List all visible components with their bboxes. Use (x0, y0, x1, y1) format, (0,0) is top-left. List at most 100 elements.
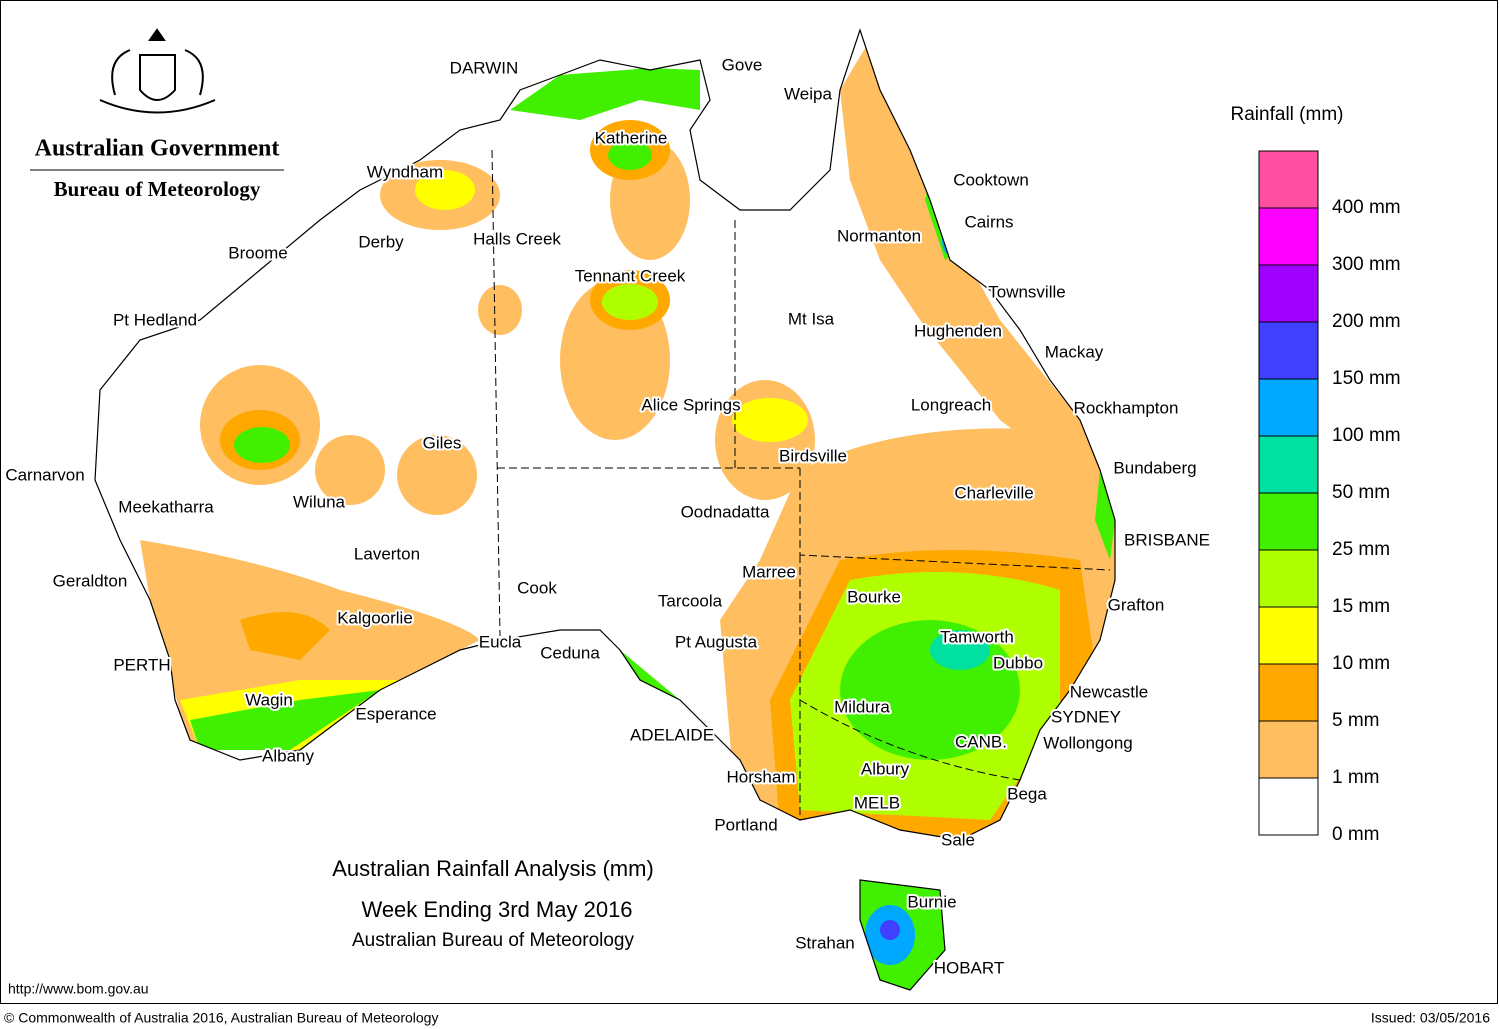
legend: 400 mm 300 mm 200 mm 150 mm 100 mm 50 mm 25 mm… (1258, 150, 1401, 845)
legend-label: 150 mm (1332, 368, 1401, 389)
city-label: Tamworth (940, 627, 1014, 646)
legend-swatch (1258, 777, 1319, 836)
city-label: CANB. (955, 732, 1007, 751)
legend-label: 5 mm (1332, 710, 1380, 731)
city-label: ADELAIDE (630, 725, 714, 744)
city-label: Wagin (245, 690, 293, 709)
city-label: Carnarvon (5, 465, 84, 484)
city-label: Bundaberg (1113, 458, 1196, 477)
legend-swatch (1258, 549, 1319, 608)
bureau-title: Bureau of Meteorology (54, 177, 261, 201)
city-label: Gove (722, 55, 763, 74)
city-label: Townsville (988, 282, 1065, 301)
legend-label: 15 mm (1332, 596, 1390, 617)
city-label: Eucla (479, 632, 522, 651)
city-label: Bega (1007, 784, 1047, 803)
city-label: Hughenden (914, 321, 1002, 340)
city-label: DARWIN (450, 58, 519, 77)
legend-label: 25 mm (1332, 539, 1390, 560)
city-label: Broome (228, 243, 288, 262)
legend-swatch (1258, 720, 1319, 779)
city-label: Katherine (595, 128, 668, 147)
legend-label: 400 mm (1332, 197, 1401, 218)
city-label: Albany (262, 746, 314, 765)
city-label: Oodnadatta (681, 502, 770, 521)
city-label: Newcastle (1070, 682, 1148, 701)
city-label: Pt Augusta (675, 632, 758, 651)
legend-swatch (1258, 321, 1319, 380)
legend-swatch (1258, 492, 1319, 551)
coat-of-arms (99, 28, 216, 114)
city-label: MELB (854, 793, 900, 812)
city-label: Grafton (1108, 595, 1165, 614)
city-label: Kalgoorlie (337, 608, 413, 627)
city-label: Ceduna (540, 643, 600, 662)
state-borders (491, 149, 1111, 820)
frame (0, 0, 1498, 1004)
city-label: Wollongong (1043, 733, 1132, 752)
legend-swatch (1258, 663, 1319, 722)
city-label: Mildura (834, 697, 890, 716)
city-label: Wyndham (367, 162, 443, 181)
legend-label: 300 mm (1332, 254, 1401, 275)
city-label: Marree (742, 562, 796, 581)
city-label: Pt Hedland (113, 310, 197, 329)
legend-label: 1 mm (1332, 767, 1380, 788)
legend-swatch (1258, 435, 1319, 494)
city-label: Meekatharra (118, 497, 214, 516)
issued-date: Issued: 03/05/2016 (1371, 1010, 1490, 1026)
city-label: Cook (517, 578, 557, 597)
city-label: Tennant Creek (575, 266, 686, 285)
city-label: BRISBANE (1124, 530, 1210, 549)
city-label: Longreach (911, 395, 991, 414)
city-label: Portland (714, 815, 777, 834)
city-label: Cooktown (953, 170, 1029, 189)
city-label: Weipa (784, 84, 832, 103)
legend-label: 0 mm (1332, 824, 1380, 845)
city-label: Wiluna (293, 492, 346, 511)
city-label: Mackay (1045, 342, 1104, 361)
city-label: Birdsville (779, 446, 847, 465)
city-label: Esperance (355, 704, 436, 723)
legend-label: 100 mm (1332, 425, 1401, 446)
map-subtitle: Week Ending 3rd May 2016 (361, 897, 632, 922)
city-label: SYDNEY (1051, 707, 1121, 726)
city-label: Alice Springs (641, 395, 740, 414)
legend-swatch (1258, 150, 1319, 209)
city-label: Halls Creek (473, 229, 561, 248)
government-title: Australian Government (35, 136, 280, 162)
city-label: Mt Isa (788, 309, 835, 328)
legend-title: Rainfall (mm) (1231, 104, 1344, 125)
city-label: Strahan (795, 933, 855, 952)
city-label: Bourke (847, 587, 901, 606)
coastline (94, 28, 1116, 991)
legend-label: 50 mm (1332, 482, 1390, 503)
map-source: Australian Bureau of Meteorology (352, 930, 634, 951)
legend-label: 200 mm (1332, 311, 1401, 332)
city-label: Sale (941, 830, 975, 849)
city-label: Rockhampton (1074, 398, 1179, 417)
legend-swatch (1258, 264, 1319, 323)
legend-swatch (1258, 378, 1319, 437)
city-labels: DARWIN Gove Weipa Katherine Wyndham Cooktown C… (3, 53, 1212, 979)
website: http://www.bom.gov.au (8, 981, 149, 997)
city-label: PERTH (113, 655, 170, 674)
city-label: Dubbo (993, 653, 1043, 672)
city-label: Horsham (727, 767, 796, 786)
city-label: Normanton (837, 226, 921, 245)
city-label: HOBART (934, 958, 1005, 977)
city-label: Giles (423, 433, 462, 452)
city-label: Geraldton (53, 571, 128, 590)
city-label: Cairns (964, 212, 1013, 231)
city-label: Tarcoola (658, 591, 723, 610)
city-label: Charleville (954, 483, 1033, 502)
legend-label: 10 mm (1332, 653, 1390, 674)
city-label: Albury (861, 759, 910, 778)
city-label: Derby (358, 232, 404, 251)
copyright: © Commonwealth of Australia 2016, Austra… (4, 1010, 438, 1026)
legend-swatch (1258, 606, 1319, 665)
city-label: Burnie (907, 892, 956, 911)
map-title: Australian Rainfall Analysis (mm) (332, 856, 654, 881)
city-label: Laverton (354, 544, 420, 563)
